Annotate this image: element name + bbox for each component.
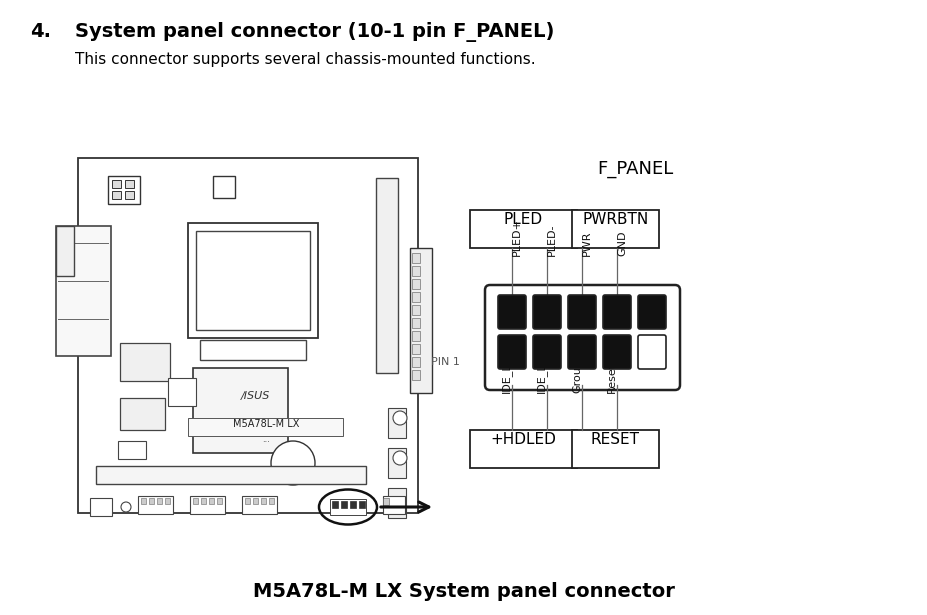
- Bar: [188, 223, 318, 338]
- Bar: [412, 279, 420, 289]
- Bar: [412, 292, 420, 302]
- Bar: [242, 496, 276, 514]
- Text: ...: ...: [261, 435, 270, 444]
- Bar: [245, 498, 249, 504]
- Bar: [78, 158, 417, 513]
- FancyBboxPatch shape: [485, 285, 679, 390]
- Text: GND: GND: [616, 231, 627, 256]
- Text: PLED-: PLED-: [546, 223, 556, 256]
- Bar: [412, 331, 420, 341]
- Bar: [359, 501, 364, 508]
- FancyBboxPatch shape: [532, 335, 561, 369]
- Text: PLED: PLED: [503, 212, 542, 227]
- Bar: [253, 498, 258, 504]
- Bar: [387, 408, 406, 438]
- FancyBboxPatch shape: [498, 335, 526, 369]
- Bar: [193, 498, 197, 504]
- Bar: [469, 210, 577, 248]
- Bar: [118, 441, 146, 459]
- Circle shape: [121, 502, 131, 512]
- Bar: [213, 176, 235, 198]
- Text: M5A78L-M LX: M5A78L-M LX: [233, 419, 298, 429]
- Text: PWRBTN: PWRBTN: [582, 212, 648, 227]
- Bar: [332, 501, 337, 508]
- Text: PWR: PWR: [581, 231, 591, 256]
- Bar: [410, 248, 432, 393]
- Text: RESET: RESET: [590, 432, 640, 447]
- Bar: [340, 501, 347, 508]
- FancyBboxPatch shape: [567, 335, 595, 369]
- FancyBboxPatch shape: [603, 335, 630, 369]
- Text: IDE_LED-: IDE_LED-: [536, 343, 546, 393]
- FancyBboxPatch shape: [532, 295, 561, 329]
- Text: PLED+: PLED+: [512, 218, 522, 256]
- Bar: [120, 398, 165, 430]
- Bar: [260, 498, 266, 504]
- FancyBboxPatch shape: [638, 295, 666, 329]
- Bar: [201, 498, 206, 504]
- Bar: [412, 318, 420, 328]
- Bar: [269, 498, 273, 504]
- Text: F_PANEL: F_PANEL: [596, 160, 672, 178]
- Bar: [571, 430, 658, 468]
- Text: 4.: 4.: [30, 22, 51, 41]
- Bar: [165, 498, 170, 504]
- Bar: [108, 176, 140, 204]
- Bar: [56, 226, 111, 356]
- Bar: [56, 226, 74, 276]
- Text: IDE_LED+: IDE_LED+: [501, 338, 512, 393]
- Bar: [188, 418, 343, 436]
- Bar: [412, 266, 420, 276]
- Bar: [412, 305, 420, 315]
- Bar: [412, 357, 420, 367]
- FancyBboxPatch shape: [498, 295, 526, 329]
- Bar: [95, 466, 365, 484]
- Bar: [112, 191, 121, 199]
- FancyBboxPatch shape: [567, 295, 595, 329]
- Bar: [125, 180, 133, 188]
- Text: PIN 1: PIN 1: [431, 357, 460, 367]
- Text: System panel connector (10-1 pin F_PANEL): System panel connector (10-1 pin F_PANEL…: [75, 22, 553, 42]
- Bar: [200, 340, 306, 360]
- Bar: [571, 210, 658, 248]
- Bar: [330, 499, 365, 515]
- Bar: [120, 343, 170, 381]
- Circle shape: [392, 451, 407, 465]
- Bar: [149, 498, 154, 504]
- Bar: [387, 488, 406, 518]
- Text: M5A78L-M LX System panel connector: M5A78L-M LX System panel connector: [253, 582, 674, 601]
- Bar: [383, 498, 388, 505]
- Bar: [412, 253, 420, 263]
- Text: Reset: Reset: [606, 362, 616, 393]
- Bar: [412, 344, 420, 354]
- Bar: [209, 498, 214, 504]
- FancyBboxPatch shape: [603, 295, 630, 329]
- Bar: [90, 498, 112, 516]
- Circle shape: [271, 441, 314, 485]
- Circle shape: [392, 411, 407, 425]
- Bar: [138, 496, 172, 514]
- Bar: [190, 496, 224, 514]
- Bar: [387, 448, 406, 478]
- FancyBboxPatch shape: [638, 335, 666, 369]
- Text: +HDLED: +HDLED: [490, 432, 556, 447]
- Bar: [157, 498, 162, 504]
- Bar: [412, 370, 420, 380]
- Bar: [349, 501, 356, 508]
- Bar: [193, 368, 287, 453]
- Bar: [112, 180, 121, 188]
- Bar: [141, 498, 146, 504]
- Bar: [217, 498, 222, 504]
- Text: /ISUS: /ISUS: [241, 391, 271, 401]
- Bar: [469, 430, 577, 468]
- Text: This connector supports several chassis-mounted functions.: This connector supports several chassis-…: [75, 52, 535, 67]
- Bar: [383, 496, 404, 514]
- Bar: [196, 231, 310, 330]
- Text: Ground: Ground: [571, 352, 581, 393]
- Bar: [168, 378, 196, 406]
- Bar: [375, 178, 398, 373]
- Bar: [125, 191, 133, 199]
